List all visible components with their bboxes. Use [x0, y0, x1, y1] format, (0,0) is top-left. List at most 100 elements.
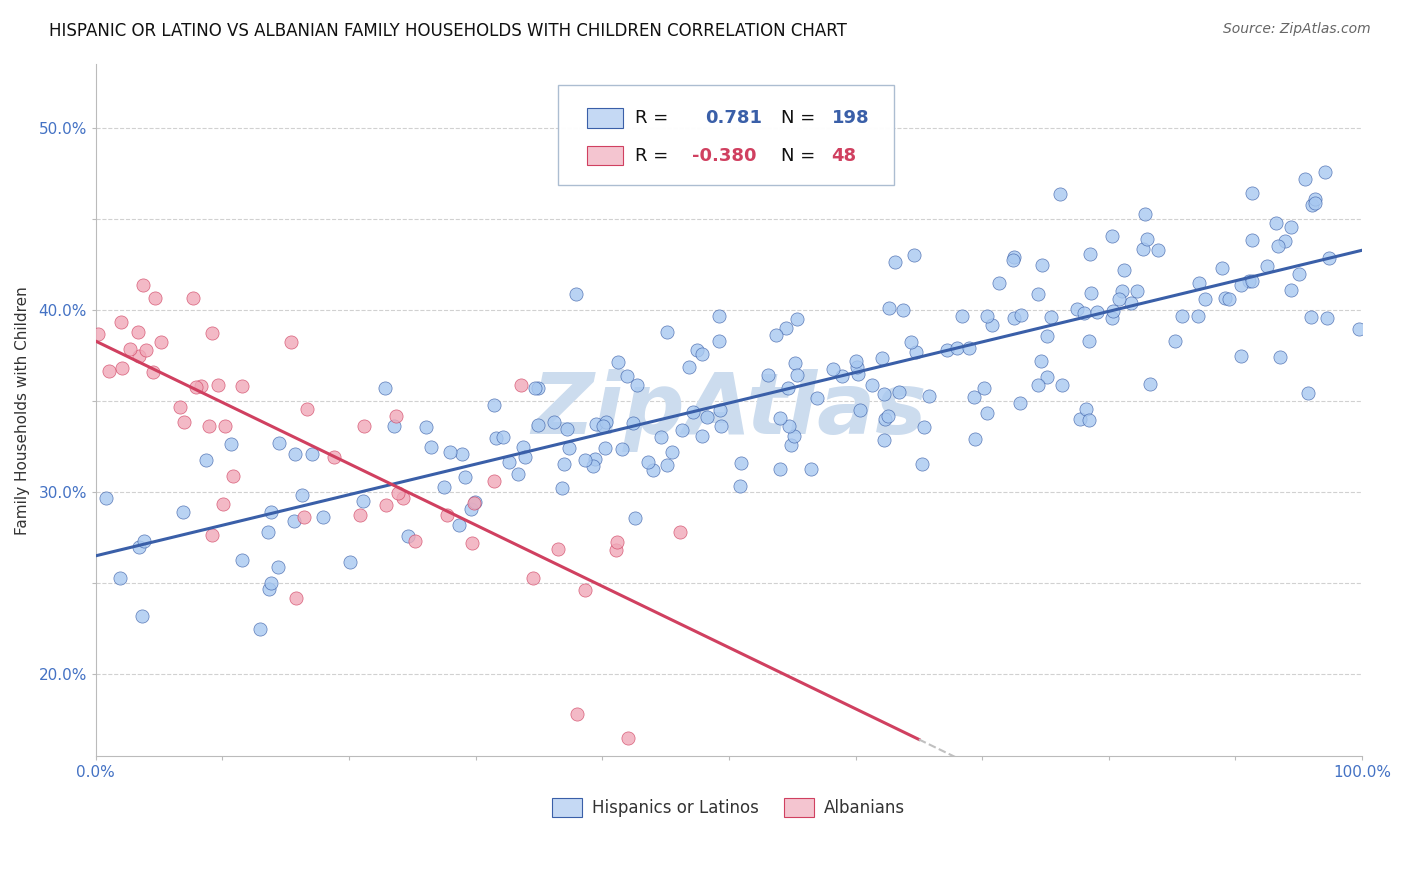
Point: [142, 365, 165, 379]
Point: [1101, 228, 1123, 243]
Point: [1132, 242, 1154, 256]
Point: [574, 583, 596, 598]
Point: [498, 454, 520, 468]
Point: [1256, 259, 1278, 273]
Point: [1218, 292, 1240, 306]
Point: [1073, 306, 1095, 320]
Point: [806, 392, 828, 406]
Point: [1319, 251, 1341, 265]
Point: [352, 494, 374, 508]
Point: [778, 419, 800, 434]
Point: [131, 609, 153, 624]
Point: [1026, 286, 1049, 301]
Point: [292, 509, 315, 524]
Point: [776, 381, 799, 395]
Point: [879, 301, 901, 316]
Point: [769, 462, 792, 476]
Point: [108, 571, 131, 585]
Point: [291, 488, 314, 502]
Point: [1066, 302, 1088, 317]
Point: [128, 541, 150, 555]
Point: [222, 469, 245, 483]
Point: [709, 403, 731, 417]
Point: [641, 462, 664, 476]
Point: [582, 458, 605, 473]
Point: [585, 417, 607, 431]
Point: [527, 381, 550, 395]
Point: [621, 417, 644, 431]
Point: [231, 379, 253, 393]
Point: [1194, 292, 1216, 306]
Point: [987, 277, 1010, 291]
Point: [1301, 310, 1323, 325]
Point: [1125, 285, 1147, 299]
Point: [1230, 349, 1253, 363]
Point: [626, 378, 648, 392]
Point: [783, 429, 806, 443]
Point: [339, 555, 361, 569]
Point: [1139, 377, 1161, 392]
Point: [623, 511, 645, 525]
Point: [846, 367, 869, 381]
Point: [214, 418, 236, 433]
Point: [447, 517, 470, 532]
Point: [506, 467, 529, 482]
Point: [312, 509, 335, 524]
Point: [583, 451, 606, 466]
Point: [976, 310, 998, 324]
Point: [800, 462, 823, 476]
Point: [522, 571, 544, 585]
Point: [257, 582, 280, 596]
Text: N =: N =: [780, 109, 815, 128]
Point: [260, 505, 283, 519]
Point: [1010, 308, 1032, 322]
Point: [595, 415, 617, 429]
Point: [322, 450, 344, 464]
Point: [201, 326, 224, 340]
Point: [682, 404, 704, 418]
Point: [132, 278, 155, 293]
Point: [1108, 292, 1130, 306]
Point: [463, 496, 485, 510]
Point: [849, 403, 872, 417]
Point: [873, 411, 896, 425]
Point: [1303, 196, 1326, 211]
Point: [655, 325, 678, 339]
Point: [1008, 396, 1031, 410]
Point: [134, 534, 156, 549]
Point: [451, 447, 474, 461]
Point: [918, 389, 941, 403]
Point: [1301, 198, 1323, 212]
Point: [904, 345, 927, 359]
Point: [945, 342, 967, 356]
Point: [686, 343, 709, 358]
Point: [1069, 411, 1091, 425]
Point: [186, 380, 208, 394]
Point: [391, 491, 413, 505]
Point: [707, 334, 730, 349]
Point: [1036, 369, 1059, 384]
Point: [111, 361, 134, 376]
Point: [212, 497, 235, 511]
Point: [872, 351, 894, 366]
Point: [280, 335, 302, 350]
Point: [592, 418, 614, 433]
Point: [384, 409, 406, 423]
Point: [98, 364, 121, 378]
Point: [1279, 219, 1302, 234]
Point: [1036, 329, 1059, 343]
Point: [1305, 192, 1327, 206]
Point: [574, 453, 596, 467]
Point: [547, 541, 569, 556]
Point: [415, 420, 437, 434]
Point: [911, 457, 934, 471]
Point: [1085, 305, 1108, 319]
FancyBboxPatch shape: [588, 109, 623, 128]
Point: [1294, 171, 1316, 186]
Point: [1078, 247, 1101, 261]
Point: [845, 354, 868, 368]
Point: [260, 576, 283, 591]
Point: [201, 528, 224, 542]
Point: [284, 591, 307, 605]
Point: [1239, 275, 1261, 289]
